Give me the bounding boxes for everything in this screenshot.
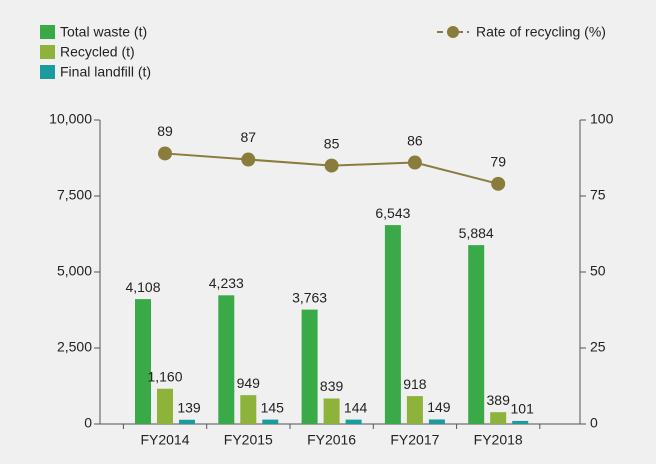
bar xyxy=(406,396,423,424)
legend-swatch xyxy=(40,45,55,59)
bar xyxy=(240,395,257,424)
x-tick-label: FY2017 xyxy=(390,432,439,448)
legend-swatch xyxy=(40,65,55,79)
bar-value-label: 6,543 xyxy=(375,205,410,221)
bar-value-label: 139 xyxy=(177,399,201,415)
y-tick-label: 2,500 xyxy=(57,339,92,355)
y2-tick-label: 25 xyxy=(590,339,606,355)
line-marker xyxy=(491,176,506,191)
bar-value-label: 4,108 xyxy=(125,279,160,295)
line-value-label: 87 xyxy=(241,129,257,145)
bar-value-label: 389 xyxy=(487,392,511,408)
bar xyxy=(135,299,151,424)
legend-label: Final landfill (t) xyxy=(60,64,151,80)
bar-value-label: 1,160 xyxy=(147,368,182,384)
x-tick-label: FY2015 xyxy=(224,432,273,448)
bar-value-label: 144 xyxy=(344,399,368,415)
bar xyxy=(157,388,173,424)
x-tick-label: FY2016 xyxy=(307,432,356,448)
y-tick-label: 7,500 xyxy=(57,187,92,203)
y2-tick-label: 100 xyxy=(590,111,614,127)
line-value-label: 79 xyxy=(490,154,506,170)
line-value-label: 85 xyxy=(324,135,340,151)
bar xyxy=(384,225,401,424)
legend-label: Recycled (t) xyxy=(60,44,135,60)
line-value-label: 89 xyxy=(157,123,173,139)
y2-tick-label: 0 xyxy=(590,415,598,431)
y-tick-label: 0 xyxy=(84,415,92,431)
x-tick-label: FY2014 xyxy=(140,432,189,448)
bar-value-label: 101 xyxy=(511,401,535,417)
bar xyxy=(179,419,195,424)
legend-label: Total waste (t) xyxy=(60,24,147,40)
line-value-label: 86 xyxy=(407,132,423,148)
bar xyxy=(345,419,362,424)
bar xyxy=(468,245,485,424)
bar-value-label: 949 xyxy=(237,375,261,391)
x-tick-label: FY2018 xyxy=(474,432,523,448)
bar-value-label: 5,884 xyxy=(459,225,494,241)
bar xyxy=(262,419,279,424)
y-tick-label: 5,000 xyxy=(57,263,92,279)
legend-label: Rate of recycling (%) xyxy=(476,24,606,40)
bar-value-label: 918 xyxy=(403,376,427,392)
bar xyxy=(323,398,340,424)
line-marker xyxy=(241,152,256,167)
bar-value-label: 839 xyxy=(320,378,344,394)
bar-value-label: 149 xyxy=(427,399,451,415)
bar-value-label: 4,233 xyxy=(209,275,244,291)
line-marker xyxy=(324,158,339,173)
line-marker xyxy=(407,155,422,170)
bar xyxy=(490,412,507,424)
bar-value-label: 145 xyxy=(261,399,285,415)
legend-swatch xyxy=(40,25,55,39)
y2-tick-label: 75 xyxy=(590,187,606,203)
bar xyxy=(428,419,445,424)
bar xyxy=(512,420,529,424)
y2-tick-label: 50 xyxy=(590,263,606,279)
bar-value-label: 3,763 xyxy=(292,289,327,305)
y-tick-label: 10,000 xyxy=(49,111,92,127)
bar xyxy=(218,295,235,424)
legend-marker xyxy=(447,26,459,38)
line-marker xyxy=(158,146,172,161)
bar xyxy=(301,309,318,424)
